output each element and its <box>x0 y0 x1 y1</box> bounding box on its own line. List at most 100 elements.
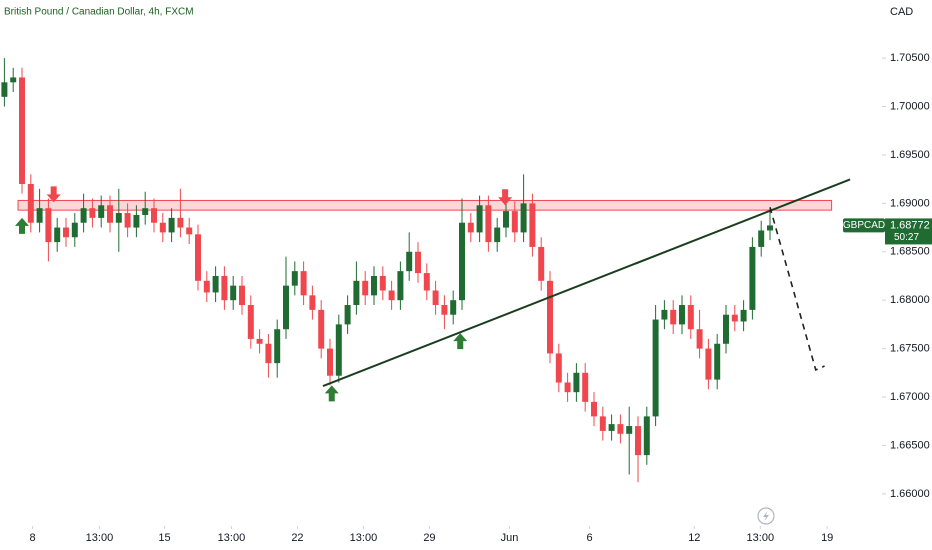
candle-body <box>1 82 8 97</box>
candle-body <box>652 319 659 417</box>
candle-body <box>115 213 122 223</box>
candle-body <box>344 305 351 325</box>
candle-body <box>151 208 157 223</box>
candle-body <box>274 329 281 364</box>
candle-body <box>670 309 677 325</box>
candle-body <box>661 309 668 320</box>
x-tick-label: 13:00 <box>86 532 114 544</box>
candle-body <box>485 205 492 243</box>
candle-body <box>547 280 553 354</box>
candle-body <box>450 300 457 315</box>
candle-body <box>467 222 474 233</box>
x-tick-label: Jun <box>501 532 519 544</box>
symbol-label: GBPCAD <box>843 220 885 231</box>
candle-body <box>327 348 333 376</box>
y-tick-label: 1.69000 <box>890 197 930 209</box>
candle-body <box>300 271 307 296</box>
candle-body <box>177 217 184 228</box>
candle-body <box>291 271 298 286</box>
x-tick-label: 29 <box>423 532 435 544</box>
candle-body <box>36 208 43 223</box>
candle-body <box>283 285 289 330</box>
candle-body <box>740 309 747 322</box>
candle-body <box>608 424 615 431</box>
candle-body <box>582 372 589 402</box>
candle-body <box>511 211 518 233</box>
last-price: 1.68772 <box>890 219 930 231</box>
candle-body <box>221 275 228 301</box>
down-arrow <box>498 189 513 206</box>
up-arrow <box>453 333 468 350</box>
candle-body <box>415 251 421 274</box>
candle-body <box>265 343 272 364</box>
candle-body <box>731 314 738 322</box>
candle-body <box>159 222 166 233</box>
price-box <box>885 218 932 245</box>
candle-body <box>696 329 703 349</box>
candle-body <box>54 227 61 243</box>
candle-body <box>503 211 509 228</box>
candle-body <box>133 214 140 228</box>
icon-bolt <box>763 511 769 521</box>
candle-body <box>767 225 773 231</box>
candle-body <box>71 222 78 238</box>
candle-body <box>749 246 756 310</box>
x-tick-label: 12 <box>688 532 700 544</box>
down-arrow <box>46 186 61 203</box>
candle-body <box>591 401 597 417</box>
candle-body <box>529 203 536 247</box>
x-tick-label: 13:00 <box>747 532 775 544</box>
candle-body <box>309 295 316 310</box>
y-tick-label: 1.67000 <box>890 391 930 403</box>
candle-body <box>599 416 606 431</box>
y-tick-label: 1.66000 <box>890 488 930 500</box>
projection-path <box>769 207 825 372</box>
candle-body <box>705 348 712 380</box>
candle-body <box>388 290 395 301</box>
y-tick-label: 1.68000 <box>890 294 930 306</box>
x-tick-label: 6 <box>587 532 593 544</box>
candle-body <box>230 285 237 301</box>
candle-body <box>758 230 765 247</box>
candle-body <box>318 309 325 349</box>
candle-body <box>406 251 413 272</box>
candle-body <box>679 305 685 325</box>
candle-body <box>63 227 69 238</box>
up-arrow <box>15 217 29 234</box>
chart-title: British Pound / Canadian Dollar, 4h, FXC… <box>4 7 194 18</box>
candle-body <box>379 275 386 291</box>
currency-label: CAD <box>890 6 913 18</box>
candle-body <box>335 324 342 376</box>
x-tick-label: 15 <box>158 532 170 544</box>
candle-body <box>714 343 721 380</box>
candle-body <box>10 77 17 83</box>
candle-body <box>564 382 571 393</box>
candle-body <box>723 314 729 344</box>
y-tick-label: 1.67500 <box>890 343 930 355</box>
candle-body <box>80 208 87 223</box>
candle-body <box>19 77 25 184</box>
candle-body <box>239 285 245 306</box>
icon-circle <box>757 507 775 525</box>
replay-icon[interactable] <box>757 507 775 525</box>
candle-body <box>107 205 113 223</box>
candle-body <box>520 203 527 233</box>
candle-body <box>538 246 545 281</box>
candle-body <box>459 222 465 301</box>
candle-body <box>212 275 219 293</box>
countdown: 50:27 <box>894 232 919 243</box>
candle-body <box>432 290 439 306</box>
candle-body <box>441 305 448 315</box>
candle-body <box>89 208 96 218</box>
x-tick-label: 22 <box>291 532 303 544</box>
candle-body <box>27 183 34 223</box>
candle-body <box>573 372 580 393</box>
candle-body <box>168 217 175 233</box>
candle-body <box>186 227 193 235</box>
y-tick-label: 1.69500 <box>890 149 930 161</box>
candle-body <box>195 234 201 281</box>
candle-body <box>626 426 633 434</box>
candle-body <box>643 416 650 456</box>
candle-body <box>142 208 149 215</box>
candle-body <box>124 213 131 228</box>
